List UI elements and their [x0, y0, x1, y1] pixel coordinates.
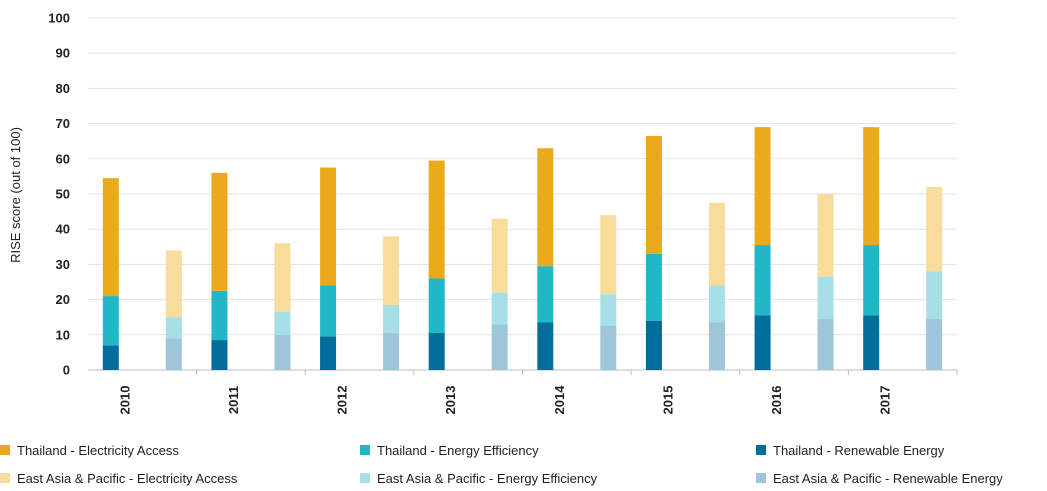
bar-east-asia-pacific-renewable-energy-2015: [708, 322, 725, 370]
bar-thailand-energy-efficiency-2017: [863, 245, 880, 316]
bar-east-asia-pacific-renewable-energy-2016: [817, 318, 834, 370]
bar-thailand-renewable-energy-2015: [645, 320, 662, 370]
y-tick-label-50: 50: [56, 187, 70, 202]
bar-thailand-electricity-access-2014: [537, 148, 554, 267]
bar-east-asia-pacific-electricity-access-2010: [165, 250, 182, 318]
legend-item: Thailand - Renewable Energy: [756, 443, 945, 458]
legend-swatch: [360, 473, 370, 483]
bar-east-asia-pacific-electricity-access-2015: [708, 202, 725, 286]
bar-thailand-renewable-energy-2011: [211, 340, 228, 370]
bar-thailand-electricity-access-2013: [428, 160, 445, 279]
x-tick-label-2015: 2015: [660, 386, 675, 415]
bar-thailand-renewable-energy-2014: [537, 322, 554, 370]
bar-east-asia-pacific-renewable-energy-2011: [274, 334, 291, 370]
bar-thailand-electricity-access-2016: [754, 127, 771, 246]
x-tick-label-2012: 2012: [335, 386, 350, 415]
legend-swatch: [756, 473, 766, 483]
bar-east-asia-pacific-renewable-energy-2010: [165, 338, 182, 370]
bar-thailand-electricity-access-2015: [645, 135, 662, 254]
bar-east-asia-pacific-electricity-access-2016: [817, 194, 834, 277]
y-tick-label-30: 30: [56, 257, 70, 272]
x-tick-label-2017: 2017: [878, 386, 893, 415]
legend-label: Thailand - Energy Efficiency: [377, 443, 539, 458]
bar-thailand-electricity-access-2010: [102, 178, 119, 297]
x-tick-label-2013: 2013: [443, 386, 458, 415]
bar-thailand-energy-efficiency-2013: [428, 278, 445, 334]
legend-item: Thailand - Electricity Access: [0, 443, 179, 458]
gridlines: [88, 17, 957, 371]
legend-label: Thailand - Electricity Access: [17, 443, 179, 458]
bar-thailand-renewable-energy-2016: [754, 315, 771, 370]
bar-thailand-renewable-energy-2012: [320, 336, 337, 370]
legend-label: East Asia & Pacific - Renewable Energy: [773, 471, 1003, 486]
bar-east-asia-pacific-renewable-energy-2012: [383, 333, 400, 370]
x-tick-label-2010: 2010: [117, 386, 132, 415]
legend: Thailand - Electricity Access Thailand - …: [0, 443, 1003, 486]
bar-east-asia-pacific-renewable-energy-2017: [926, 318, 943, 370]
bar-thailand-renewable-energy-2017: [863, 315, 880, 370]
bar-east-asia-pacific-energy-efficiency-2016: [817, 276, 834, 319]
bar-east-asia-pacific-electricity-access-2013: [491, 218, 508, 293]
bar-thailand-electricity-access-2017: [863, 127, 880, 246]
bar-east-asia-pacific-energy-efficiency-2010: [165, 317, 182, 339]
bar-east-asia-pacific-renewable-energy-2013: [491, 324, 508, 370]
y-tick-label-100: 100: [48, 11, 70, 26]
y-tick-label-20: 20: [56, 292, 70, 307]
bar-thailand-renewable-energy-2010: [102, 345, 119, 370]
y-tick-label-0: 0: [63, 363, 70, 378]
bars: [102, 127, 943, 370]
bar-east-asia-pacific-energy-efficiency-2011: [274, 311, 291, 335]
legend-swatch: [756, 445, 766, 455]
legend-item: East Asia & Pacific - Renewable Energy: [756, 471, 1003, 486]
bar-thailand-energy-efficiency-2011: [211, 290, 228, 341]
legend-label: Thailand - Renewable Energy: [773, 443, 945, 458]
y-tick-label-60: 60: [56, 151, 70, 166]
x-tick-label-2016: 2016: [769, 386, 784, 415]
y-tick-label-80: 80: [56, 81, 70, 96]
bar-east-asia-pacific-electricity-access-2014: [600, 215, 617, 295]
bar-thailand-electricity-access-2012: [320, 167, 337, 286]
x-axis: 2010 2011 2012 2013 2014 2015 2016 2017: [117, 370, 958, 415]
bar-thailand-energy-efficiency-2014: [537, 266, 554, 323]
legend-item: East Asia & Pacific - Electricity Access: [0, 471, 238, 486]
bar-thailand-renewable-energy-2013: [428, 333, 445, 370]
x-tick-label-2014: 2014: [552, 385, 567, 415]
legend-swatch: [0, 473, 10, 483]
bar-thailand-energy-efficiency-2015: [645, 253, 662, 321]
y-tick-label-90: 90: [56, 46, 70, 61]
y-axis: 0 10 20 30 40 50 60 70 80 90 100: [48, 11, 70, 378]
bar-east-asia-pacific-electricity-access-2011: [274, 243, 291, 312]
bar-thailand-energy-efficiency-2012: [320, 285, 337, 337]
legend-item: East Asia & Pacific - Energy Efficiency: [360, 471, 598, 486]
bar-thailand-electricity-access-2011: [211, 172, 228, 291]
bar-east-asia-pacific-energy-efficiency-2012: [383, 304, 400, 334]
y-tick-label-10: 10: [56, 327, 70, 342]
legend-label: East Asia & Pacific - Energy Efficiency: [377, 471, 598, 486]
y-tick-label-40: 40: [56, 222, 70, 237]
bar-east-asia-pacific-energy-efficiency-2013: [491, 292, 508, 325]
bar-east-asia-pacific-electricity-access-2012: [383, 236, 400, 305]
bar-east-asia-pacific-electricity-access-2017: [926, 186, 943, 272]
legend-label: East Asia & Pacific - Electricity Access: [17, 471, 238, 486]
bar-thailand-energy-efficiency-2010: [102, 296, 119, 346]
y-tick-label-70: 70: [56, 116, 70, 131]
bar-thailand-energy-efficiency-2016: [754, 245, 771, 316]
legend-item: Thailand - Energy Efficiency: [360, 443, 539, 458]
legend-swatch: [360, 445, 370, 455]
bar-east-asia-pacific-energy-efficiency-2017: [926, 271, 943, 319]
x-tick-label-2011: 2011: [226, 386, 241, 414]
legend-swatch: [0, 445, 10, 455]
bar-east-asia-pacific-renewable-energy-2014: [600, 326, 617, 370]
bar-east-asia-pacific-energy-efficiency-2015: [708, 285, 725, 323]
y-axis-title: RISE score (out of 100): [8, 127, 23, 263]
bar-east-asia-pacific-energy-efficiency-2014: [600, 294, 617, 326]
